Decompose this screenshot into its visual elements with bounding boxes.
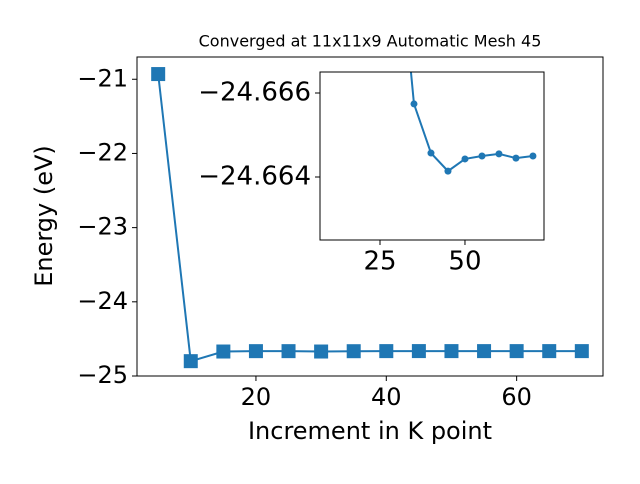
marker — [183, 354, 198, 369]
marker — [509, 344, 524, 359]
marker — [410, 100, 418, 108]
series-group — [409, 72, 537, 175]
x-tick-label: 20 — [241, 383, 272, 411]
marker — [281, 344, 296, 359]
marker — [542, 344, 557, 359]
marker — [248, 344, 263, 359]
chart-title: Converged at 11x11x9 Automatic Mesh 45 — [199, 32, 542, 51]
marker — [529, 152, 537, 160]
axes-frame — [319, 71, 545, 241]
y-tick-label: −22 — [77, 138, 128, 166]
marker — [477, 344, 492, 359]
y-tick-label: −21 — [77, 64, 128, 92]
marker — [512, 154, 520, 162]
marker — [444, 344, 459, 359]
x-axis-label: Increment in K point — [248, 417, 492, 445]
marker — [461, 155, 469, 163]
y-axis-label: Energy (eV) — [30, 145, 58, 287]
marker — [478, 152, 486, 160]
marker — [151, 67, 166, 82]
marker — [379, 344, 394, 359]
marker — [411, 344, 426, 359]
marker — [346, 344, 361, 359]
marker — [444, 167, 452, 175]
y-tick-label: −24.664 — [198, 162, 311, 192]
marker — [574, 344, 589, 359]
marker — [495, 150, 503, 158]
x-tick-label: 60 — [501, 383, 532, 411]
marker — [216, 344, 231, 359]
x-tick-label: 40 — [371, 383, 402, 411]
axes-frame — [136, 56, 604, 377]
y-tick-label: −24 — [77, 287, 128, 315]
y-tick-label: −24.666 — [198, 78, 311, 108]
x-tick-label: 25 — [363, 247, 396, 277]
y-tick-label: −25 — [77, 361, 128, 389]
x-tick-label: 50 — [448, 247, 481, 277]
y-tick-label: −23 — [77, 213, 128, 241]
marker — [314, 344, 329, 359]
marker — [427, 149, 435, 157]
series-group — [151, 67, 589, 369]
